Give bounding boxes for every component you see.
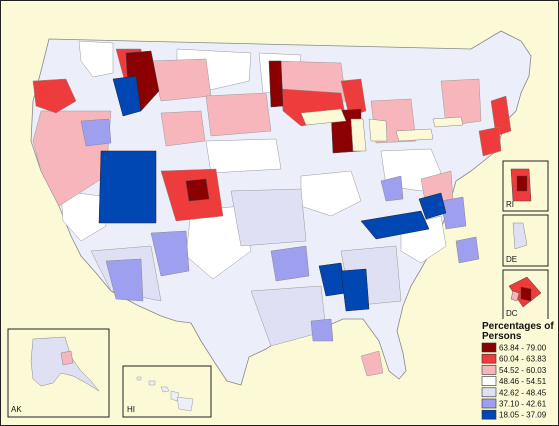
dark-blue-regions: [98, 75, 447, 312]
hi-inset: HI: [122, 365, 212, 418]
legend-items: 63.84 - 79.00 60.04 - 63.83 54.52 - 60.03 4…: [481, 342, 547, 420]
legend-label: 60.04 - 63.83: [499, 355, 547, 364]
legend-swatch: [481, 342, 497, 353]
legend-label: 48.46 - 54.51: [499, 377, 547, 386]
great-lakes: [300, 108, 464, 152]
legend-title-line2: Persons: [482, 331, 522, 342]
legend-title-line1: Percentages of: [482, 321, 554, 332]
legend-label: 42.62 - 48.45: [499, 388, 547, 397]
de-label: DE: [506, 255, 517, 264]
legend-swatch: [481, 353, 497, 364]
hi-label: HI: [127, 405, 135, 414]
dc-label: DC: [506, 309, 518, 318]
ak-inset: AK: [7, 328, 110, 418]
legend-swatch: [481, 398, 497, 409]
legend-label: 54.52 - 60.03: [499, 366, 547, 375]
legend-label: 63.84 - 79.00: [499, 344, 547, 353]
legend: Percentages of Persons 63.84 - 79.00 60.0…: [478, 319, 558, 425]
ri-inset: RI: [502, 160, 549, 212]
legend-swatch: [481, 376, 497, 386]
dc-inset: DC: [502, 269, 549, 321]
de-inset: DE: [502, 214, 549, 267]
legend-swatch: [481, 387, 497, 398]
legend-label: 18.05 - 37.09: [499, 411, 547, 420]
ri-label: RI: [506, 200, 514, 209]
lavender-regions: [90, 188, 402, 347]
legend-swatch: [481, 409, 497, 420]
purple-regions: [80, 118, 480, 342]
ak-label: AK: [11, 405, 22, 414]
legend-swatch: [481, 365, 497, 375]
legend-label: 37.10 - 42.61: [499, 400, 547, 409]
